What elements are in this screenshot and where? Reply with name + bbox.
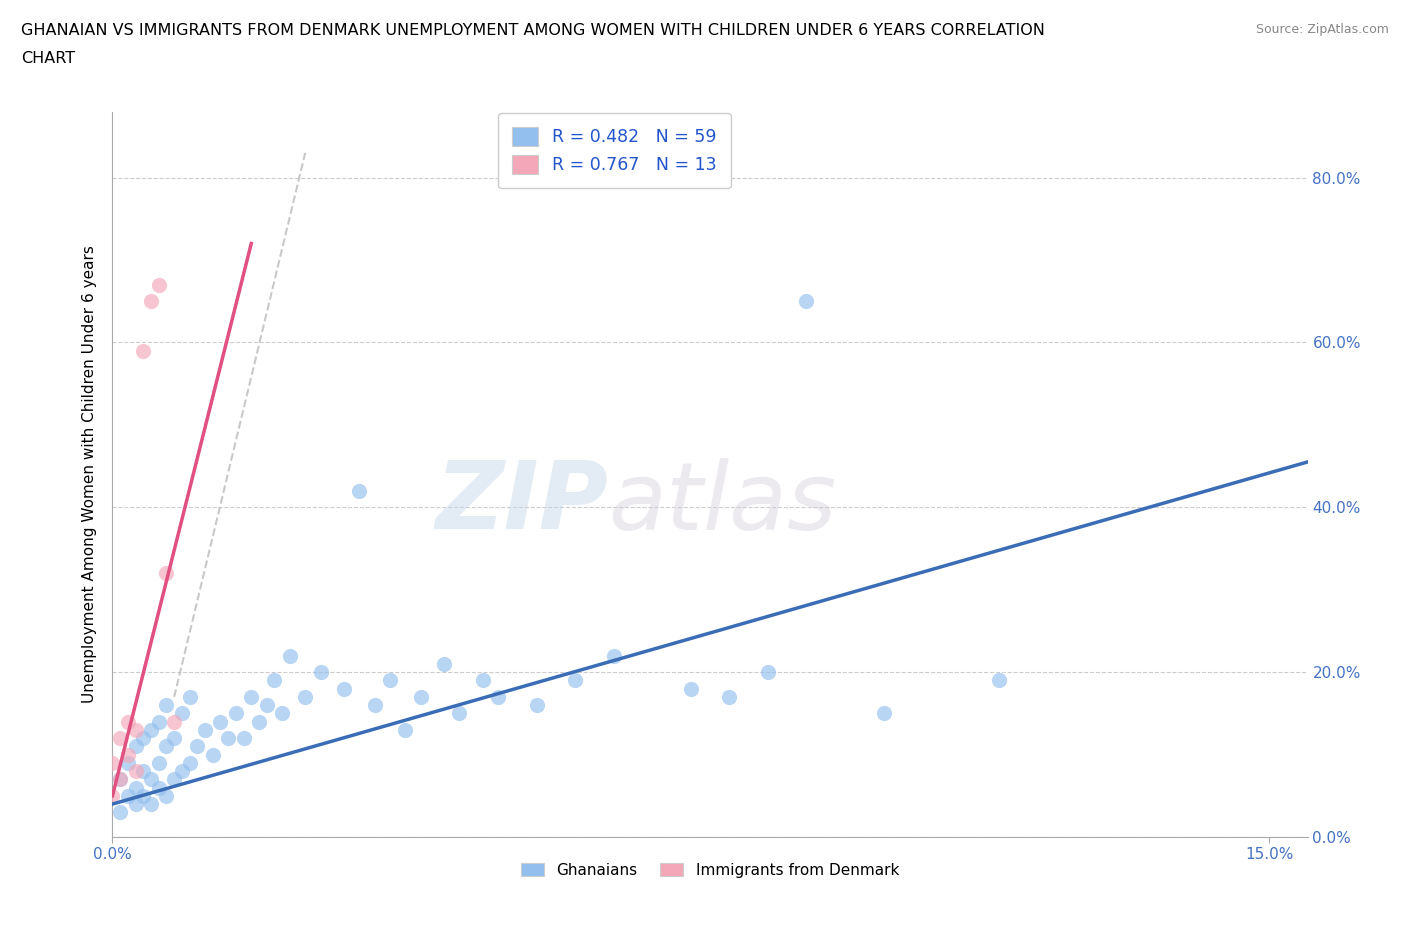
Text: GHANAIAN VS IMMIGRANTS FROM DENMARK UNEMPLOYMENT AMONG WOMEN WITH CHILDREN UNDER: GHANAIAN VS IMMIGRANTS FROM DENMARK UNEM… <box>21 23 1045 38</box>
Point <box>988 673 1011 688</box>
Y-axis label: Unemployment Among Women with Children Under 6 years: Unemployment Among Women with Children U… <box>82 246 97 703</box>
Point <box>139 294 162 309</box>
Point <box>872 706 894 721</box>
Point <box>602 648 624 663</box>
Point <box>124 764 146 778</box>
Point <box>526 698 548 712</box>
Point <box>309 665 332 680</box>
Point <box>247 714 270 729</box>
Text: Source: ZipAtlas.com: Source: ZipAtlas.com <box>1256 23 1389 36</box>
Point <box>163 772 186 787</box>
Point <box>263 673 285 688</box>
Point <box>155 738 177 753</box>
Point <box>108 731 131 746</box>
Point <box>101 789 124 804</box>
Point <box>486 689 509 704</box>
Text: atlas: atlas <box>609 458 837 549</box>
Point <box>170 706 193 721</box>
Point <box>232 731 254 746</box>
Point <box>101 755 124 770</box>
Point <box>163 714 186 729</box>
Point <box>471 673 494 688</box>
Point <box>139 797 162 812</box>
Point <box>796 294 818 309</box>
Point <box>433 657 456 671</box>
Point <box>124 738 146 753</box>
Point <box>163 731 186 746</box>
Point <box>186 738 208 753</box>
Point <box>108 804 131 819</box>
Point <box>132 764 155 778</box>
Point <box>449 706 471 721</box>
Point <box>170 764 193 778</box>
Point <box>278 648 301 663</box>
Point <box>217 731 239 746</box>
Text: CHART: CHART <box>21 51 75 66</box>
Point <box>148 714 170 729</box>
Text: ZIP: ZIP <box>436 458 609 550</box>
Point <box>256 698 278 712</box>
Point <box>132 731 155 746</box>
Point <box>117 755 139 770</box>
Point <box>124 797 146 812</box>
Point <box>347 484 370 498</box>
Point <box>117 747 139 762</box>
Point <box>718 689 741 704</box>
Point <box>225 706 247 721</box>
Point <box>564 673 586 688</box>
Point <box>117 789 139 804</box>
Point <box>139 772 162 787</box>
Point <box>209 714 232 729</box>
Point <box>194 723 217 737</box>
Point <box>132 789 155 804</box>
Point <box>155 565 177 580</box>
Point <box>271 706 294 721</box>
Point <box>394 723 416 737</box>
Point <box>240 689 263 704</box>
Point <box>139 723 162 737</box>
Point <box>124 723 146 737</box>
Point <box>179 689 201 704</box>
Point <box>363 698 385 712</box>
Point <box>148 277 170 292</box>
Point <box>132 343 155 358</box>
Point <box>155 789 177 804</box>
Point <box>294 689 316 704</box>
Point <box>378 673 401 688</box>
Point <box>155 698 177 712</box>
Point <box>409 689 432 704</box>
Point <box>333 681 356 696</box>
Point <box>679 681 702 696</box>
Point <box>179 755 201 770</box>
Point <box>117 714 139 729</box>
Point <box>108 772 131 787</box>
Point <box>201 747 224 762</box>
Point <box>124 780 146 795</box>
Point <box>756 665 779 680</box>
Legend: Ghanaians, Immigrants from Denmark: Ghanaians, Immigrants from Denmark <box>515 857 905 884</box>
Point <box>108 772 131 787</box>
Point <box>148 780 170 795</box>
Point <box>148 755 170 770</box>
